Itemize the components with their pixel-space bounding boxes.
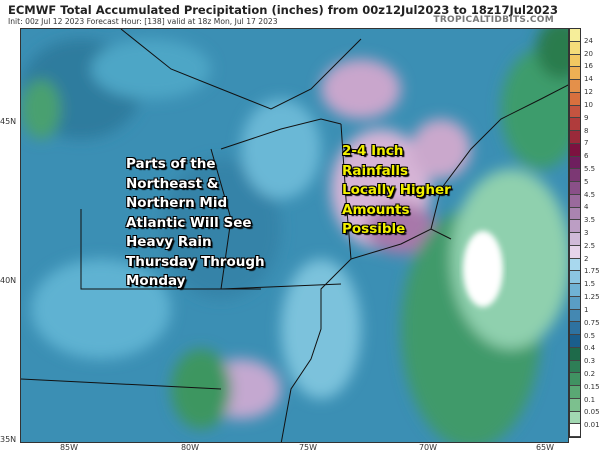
colorbar-tick-label: 0.4 xyxy=(584,344,596,353)
colorbar-bin xyxy=(570,309,580,323)
colorbar-bin xyxy=(570,207,580,221)
colorbar-bin xyxy=(570,54,580,68)
colorbar-bin xyxy=(570,360,580,374)
colorbar-bin xyxy=(570,220,580,233)
colorbar-tick-label: 2.5 xyxy=(584,241,596,250)
lon-label: 70W xyxy=(418,443,438,452)
colorbar-bin xyxy=(570,131,580,144)
colorbar-bin xyxy=(570,271,580,284)
colorbar-tick-label: 0.75 xyxy=(584,318,600,327)
colorbar-tick-label: 5 xyxy=(584,177,589,186)
colorbar-bin xyxy=(570,29,580,42)
lat-label: 35N xyxy=(0,435,17,444)
colorbar-bin xyxy=(570,156,580,170)
annotation-line: Monday xyxy=(126,273,186,289)
colorbar-bin xyxy=(570,411,580,425)
annotation-line: Parts of the xyxy=(126,156,216,172)
colorbar-bin xyxy=(570,169,580,182)
map-subtitle: Init: 00z Jul 12 2023 Forecast Hour: [13… xyxy=(8,17,278,26)
colorbar-tick-label: 1.25 xyxy=(584,293,600,302)
annotation-line: 2-4 Inch xyxy=(342,143,404,159)
colorbar-tick-label: 0.5 xyxy=(584,331,596,340)
annotation-line: Rainfalls xyxy=(342,162,409,179)
annotation-line: Thursday Through xyxy=(126,253,265,270)
lon-label: 85W xyxy=(59,443,79,452)
colorbar xyxy=(569,28,581,438)
colorbar-bin xyxy=(570,118,580,131)
colorbar-tick-label: 9 xyxy=(584,113,589,122)
annotation-left: Parts of the Northeast & Northern Mid At… xyxy=(126,155,265,292)
colorbar-tick-label: 14 xyxy=(584,75,593,84)
colorbar-tick-label: 1.5 xyxy=(584,280,596,289)
colorbar-tick-label: 3 xyxy=(584,229,589,237)
lat-label: 45N xyxy=(0,117,17,126)
colorbar-bin xyxy=(570,258,580,272)
colorbar-tick-label: 7 xyxy=(584,139,589,148)
colorbar-bin xyxy=(570,182,580,195)
colorbar-bin xyxy=(570,296,580,310)
colorbar-bin xyxy=(570,322,580,335)
annotation-line: Amounts xyxy=(342,201,410,218)
brand-watermark: TROPICALTIDBITS.COM xyxy=(433,15,554,25)
colorbar-bin xyxy=(570,194,580,208)
lon-label: 80W xyxy=(180,443,200,452)
annotation-line: Locally Higher xyxy=(342,182,451,198)
colorbar-bin xyxy=(570,424,580,437)
colorbar-tick-label: 1 xyxy=(584,305,589,314)
colorbar-bin xyxy=(570,386,580,399)
annotation-line: Heavy Rain xyxy=(126,234,212,250)
colorbar-tick-label: 0.3 xyxy=(584,357,596,366)
annotation-line: Possible xyxy=(342,221,406,237)
colorbar-bin xyxy=(570,92,580,106)
colorbar-tick-label: 0.1 xyxy=(584,395,596,404)
map-title: ECMWF Total Accumulated Precipitation (i… xyxy=(8,3,558,17)
annotation-line: Atlantic Will See xyxy=(126,214,252,231)
colorbar-tick-label: 20 xyxy=(584,49,593,58)
colorbar-bin xyxy=(570,41,580,55)
annotation-line: Northeast & xyxy=(126,175,219,192)
colorbar-tick-label: 0.15 xyxy=(584,382,600,391)
colorbar-tick-label: 0.01 xyxy=(584,421,600,430)
colorbar-tick-label: 3.5 xyxy=(584,216,596,225)
colorbar-tick-label: 5.5 xyxy=(584,164,596,173)
annotation-right: 2-4 Inch Rainfalls Locally Higher Amount… xyxy=(342,142,451,240)
colorbar-bin xyxy=(570,373,580,386)
colorbar-tick-label: 8 xyxy=(584,126,589,135)
colorbar-tick-label: 6 xyxy=(584,152,589,161)
colorbar-bin xyxy=(570,335,580,348)
colorbar-bin xyxy=(570,398,580,412)
colorbar-bin xyxy=(570,105,580,119)
colorbar-bin xyxy=(570,284,580,297)
colorbar-tick-label: 24 xyxy=(584,36,593,45)
colorbar-bin xyxy=(570,245,580,259)
colorbar-bin xyxy=(570,347,580,361)
colorbar-bin xyxy=(570,143,580,157)
colorbar-tick-label: 0.2 xyxy=(584,369,596,378)
colorbar-tick-label: 4.5 xyxy=(584,190,596,199)
annotation-line: Northern Mid xyxy=(126,195,228,211)
colorbar-tick-label: 4 xyxy=(584,203,589,212)
colorbar-bin xyxy=(570,80,580,93)
lat-label: 40N xyxy=(0,276,17,285)
precip-field xyxy=(21,29,568,442)
colorbar-tick-label: 10 xyxy=(584,100,593,109)
colorbar-tick-label: 1.75 xyxy=(584,267,600,276)
colorbar-tick-label: 16 xyxy=(584,62,593,71)
precipitation-map xyxy=(20,28,569,443)
lon-label: 75W xyxy=(298,443,318,452)
colorbar-bin xyxy=(570,67,580,80)
colorbar-tick-label: 2 xyxy=(584,254,589,263)
lon-label: 65W xyxy=(535,443,555,452)
colorbar-tick-label: 0.05 xyxy=(584,408,600,417)
colorbar-tick-label: 12 xyxy=(584,88,593,97)
colorbar-bin xyxy=(570,233,580,246)
